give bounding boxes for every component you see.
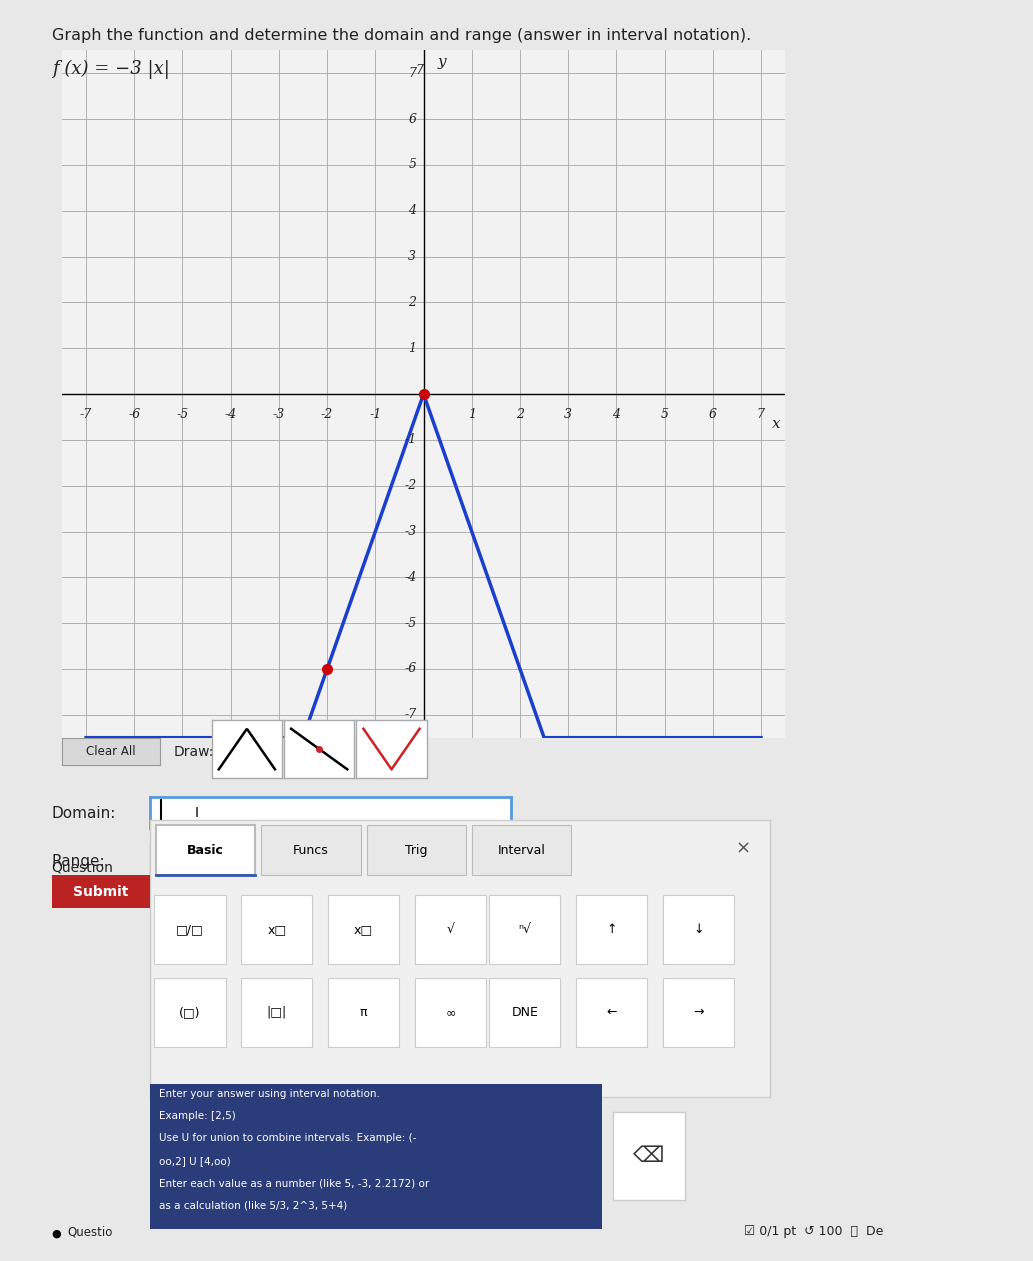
Bar xyxy=(155,894,226,963)
Text: 5: 5 xyxy=(660,407,668,421)
Text: -4: -4 xyxy=(224,407,237,421)
Text: x□: x□ xyxy=(354,923,373,936)
Text: Basic: Basic xyxy=(187,844,224,856)
Text: -6: -6 xyxy=(404,662,416,676)
Text: Questio: Questio xyxy=(67,1226,113,1238)
Text: -5: -5 xyxy=(404,617,416,629)
Text: Example: [2,5): Example: [2,5) xyxy=(159,1111,236,1121)
Text: Submit: Submit xyxy=(73,884,128,899)
Bar xyxy=(490,894,561,963)
Text: oo,2] U [4,oo): oo,2] U [4,oo) xyxy=(159,1156,230,1165)
Text: Domain:: Domain: xyxy=(52,806,116,821)
Text: -3: -3 xyxy=(404,525,416,538)
Text: ←: ← xyxy=(606,1006,617,1019)
Bar xyxy=(663,977,734,1047)
Text: y: y xyxy=(438,55,446,69)
Text: 2: 2 xyxy=(515,407,524,421)
Text: (□): (□) xyxy=(180,1006,200,1019)
Text: f (x) = −3 |x|: f (x) = −3 |x| xyxy=(52,59,169,78)
Bar xyxy=(663,894,734,963)
Text: Enter your answer using interval notation.: Enter your answer using interval notatio… xyxy=(159,1088,380,1098)
Text: -5: -5 xyxy=(177,407,189,421)
Text: 1: 1 xyxy=(408,342,416,354)
Text: ●: ● xyxy=(52,1228,61,1238)
Bar xyxy=(327,977,399,1047)
Bar xyxy=(576,894,647,963)
Text: 6: 6 xyxy=(408,112,416,126)
Text: ⁿ√: ⁿ√ xyxy=(519,923,531,936)
Text: 7: 7 xyxy=(757,407,765,421)
Text: 4: 4 xyxy=(613,407,621,421)
Text: Question: Question xyxy=(52,860,114,875)
Text: ∞: ∞ xyxy=(445,1006,456,1019)
Text: 7: 7 xyxy=(415,64,424,77)
Text: ↓: ↓ xyxy=(693,923,703,936)
Bar xyxy=(327,894,399,963)
Text: as a calculation (like 5/3, 2^3, 5+4): as a calculation (like 5/3, 2^3, 5+4) xyxy=(159,1200,347,1211)
Bar xyxy=(576,977,647,1047)
Text: -7: -7 xyxy=(404,709,416,721)
Text: Enter each value as a number (like 5, -3, 2.2172) or: Enter each value as a number (like 5, -3… xyxy=(159,1178,429,1188)
Text: π: π xyxy=(359,1006,368,1019)
Text: 3: 3 xyxy=(564,407,572,421)
Text: ☑ 0/1 pt  ↺ 100  ⓘ  De: ☑ 0/1 pt ↺ 100 ⓘ De xyxy=(744,1226,883,1238)
Bar xyxy=(415,977,487,1047)
Bar xyxy=(415,894,487,963)
Text: ↑: ↑ xyxy=(606,923,617,936)
Text: -6: -6 xyxy=(128,407,140,421)
Text: |□|: |□| xyxy=(267,1006,287,1019)
Text: Clear All: Clear All xyxy=(86,745,136,758)
Bar xyxy=(367,825,466,875)
Text: -3: -3 xyxy=(273,407,285,421)
Text: 6: 6 xyxy=(709,407,717,421)
Text: √: √ xyxy=(446,923,455,936)
Text: DNE: DNE xyxy=(511,1006,538,1019)
Text: 5: 5 xyxy=(408,159,416,171)
Text: -1: -1 xyxy=(404,434,416,446)
Bar xyxy=(155,977,226,1047)
Text: 4: 4 xyxy=(408,204,416,217)
Text: →: → xyxy=(693,1006,703,1019)
Bar xyxy=(490,977,561,1047)
Text: Range:: Range: xyxy=(52,854,105,869)
Text: -1: -1 xyxy=(369,407,381,421)
Bar xyxy=(261,825,361,875)
Text: 2: 2 xyxy=(408,296,416,309)
Text: Interval: Interval xyxy=(498,844,545,856)
Text: -7: -7 xyxy=(80,407,92,421)
Text: Trig: Trig xyxy=(405,844,428,856)
Text: Use U for union to combine intervals. Example: (-: Use U for union to combine intervals. Ex… xyxy=(159,1134,416,1144)
Text: 7: 7 xyxy=(408,67,416,79)
Text: -2: -2 xyxy=(321,407,334,421)
Bar xyxy=(472,825,571,875)
Text: Graph the function and determine the domain and range (answer in interval notati: Graph the function and determine the dom… xyxy=(52,28,751,43)
Text: ⌫: ⌫ xyxy=(633,1146,664,1166)
Text: I: I xyxy=(195,806,198,820)
Bar xyxy=(156,825,255,875)
Text: Draw:: Draw: xyxy=(174,744,214,759)
Text: 3: 3 xyxy=(408,250,416,264)
Text: 1: 1 xyxy=(468,407,476,421)
Text: x: x xyxy=(772,417,780,431)
Text: ×: × xyxy=(735,839,751,857)
Bar xyxy=(242,894,313,963)
Text: Funcs: Funcs xyxy=(293,844,328,856)
Text: x□: x□ xyxy=(268,923,286,936)
Text: -2: -2 xyxy=(404,479,416,492)
Text: -4: -4 xyxy=(404,571,416,584)
Bar xyxy=(242,977,313,1047)
Text: □/□: □/□ xyxy=(177,923,204,936)
